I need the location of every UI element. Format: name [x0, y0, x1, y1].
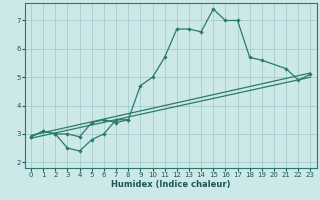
X-axis label: Humidex (Indice chaleur): Humidex (Indice chaleur): [111, 180, 230, 189]
